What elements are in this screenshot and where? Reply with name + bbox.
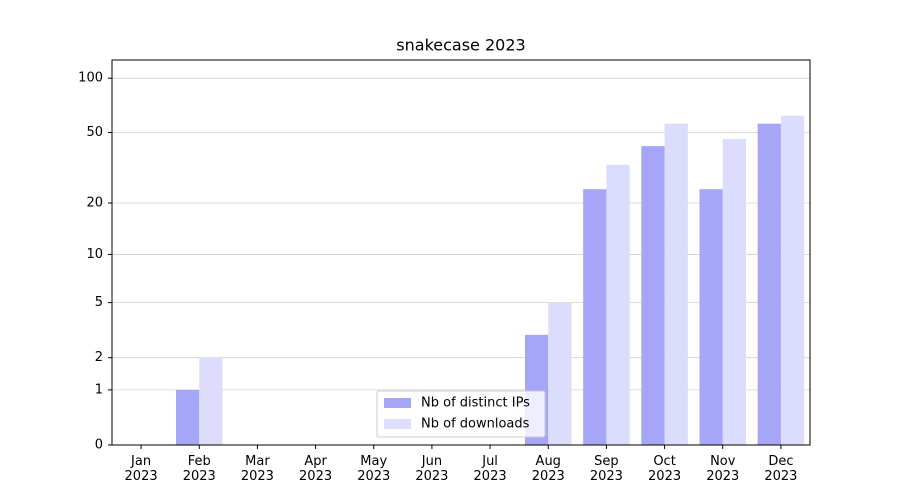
x-tick-label: Jan 2023: [124, 454, 158, 484]
x-tick-label: Sep 2023: [589, 454, 623, 484]
y-tick-label: 5: [95, 295, 103, 310]
bar: [664, 123, 688, 445]
x-tick-label: Mar 2023: [240, 454, 274, 484]
legend-label: Nb of downloads: [421, 417, 530, 432]
bar: [548, 302, 572, 445]
bar: [583, 189, 607, 445]
legend-swatch: [384, 419, 411, 429]
bar: [199, 357, 223, 445]
legend-box: [376, 390, 546, 438]
chart-title: snakecase 2023: [396, 36, 525, 55]
bar: [641, 146, 665, 445]
y-tick-label: 50: [86, 125, 103, 140]
y-tick-label: 10: [86, 247, 103, 262]
x-tick-label: May 2023: [357, 454, 391, 484]
legend-label: Nb of distinct IPs: [421, 396, 530, 411]
x-tick-label: Apr 2023: [299, 454, 333, 484]
x-tick-label: Dec 2023: [764, 454, 798, 484]
x-tick-label: Aug 2023: [531, 454, 565, 484]
x-tick-label: Jun 2023: [415, 454, 449, 484]
y-tick-label: 1: [95, 382, 103, 397]
legend-swatch: [384, 398, 411, 408]
y-tick-label: 100: [78, 71, 103, 86]
x-tick-label: Jul 2023: [473, 454, 507, 484]
bar: [757, 123, 781, 445]
bar: [175, 389, 200, 445]
bar: [699, 189, 723, 445]
x-tick-label: Oct 2023: [648, 454, 682, 484]
bar: [780, 115, 805, 445]
y-tick-label: 0: [95, 438, 103, 453]
x-tick-label: Nov 2023: [706, 454, 740, 484]
bar: [722, 139, 747, 445]
y-tick-label: 20: [86, 196, 103, 211]
y-tick-label: 2: [95, 350, 103, 365]
x-tick-label: Feb 2023: [182, 454, 216, 484]
bar: [606, 164, 630, 445]
plot-frame: [111, 59, 811, 446]
